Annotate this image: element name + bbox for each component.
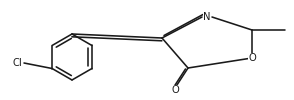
Text: Cl: Cl xyxy=(12,58,22,68)
Text: O: O xyxy=(248,53,256,63)
Text: O: O xyxy=(171,85,179,95)
Text: N: N xyxy=(203,12,211,22)
